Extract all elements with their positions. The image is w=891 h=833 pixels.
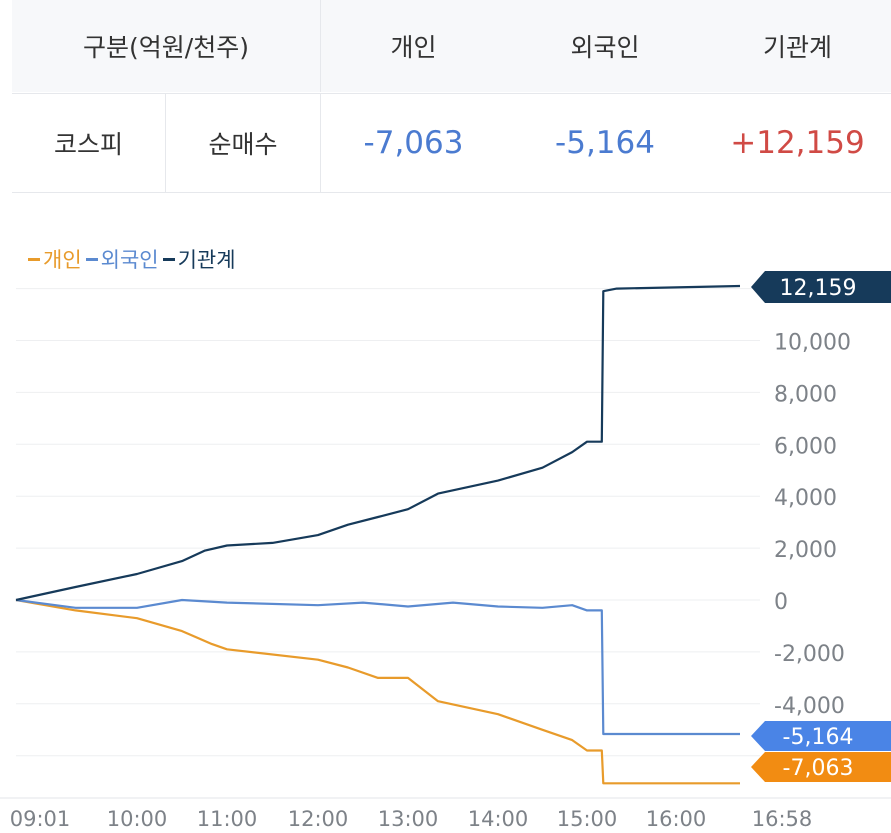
end-value-tag-shape <box>751 271 891 303</box>
legend-swatch-icon <box>162 257 175 261</box>
table-header-row: 구분(억원/천주) 개인 외국인 기관계 <box>12 0 891 92</box>
end-value-label: -7,063 <box>783 756 854 781</box>
legend-item-institution: 기관계 <box>162 244 236 274</box>
legend-item-individual: 개인 <box>28 244 82 274</box>
investor-summary-table: 구분(억원/천주) 개인 외국인 기관계 코스피 순매수 -7,063 -5,1… <box>12 0 891 193</box>
legend-swatch-icon <box>85 257 98 261</box>
individual-net-value: -7,063 <box>363 125 464 161</box>
x-tick-label: 10:00 <box>107 807 168 831</box>
chart-legend: 개인 외국인 기관계 <box>28 244 240 274</box>
x-tick-label: 13:00 <box>378 807 439 831</box>
series-line-institution <box>15 284 741 602</box>
header-individual: 개인 <box>390 33 437 62</box>
y-tick-label: -4,000 <box>774 694 845 719</box>
legend-label: 개인 <box>43 248 82 272</box>
end-value-tag-individual: -7,063 <box>751 752 891 782</box>
trade-type: 순매수 <box>208 130 278 159</box>
x-tick-label: 14:00 <box>468 807 529 831</box>
end-value-tag-institution: 12,159 <box>751 271 891 303</box>
legend-label: 외국인 <box>100 248 159 272</box>
end-value-tag-shape <box>751 752 891 782</box>
table-row: 코스피 순매수 -7,063 -5,164 +12,159 <box>12 93 891 192</box>
legend-item-foreign: 외국인 <box>85 244 159 274</box>
x-tick-label: 12:00 <box>288 807 349 831</box>
legend-label: 기관계 <box>177 248 236 272</box>
x-tick-label: 11:00 <box>197 807 258 831</box>
end-value-tag-shape <box>751 721 891 751</box>
x-tick-label: 16:00 <box>646 807 707 831</box>
series-line-individual <box>15 598 740 785</box>
column-divider <box>320 94 321 192</box>
y-tick-label: -2,000 <box>774 642 845 667</box>
x-tick-label: 16:58 <box>752 807 813 831</box>
header-institution: 기관계 <box>762 33 832 62</box>
end-value-tag-foreign: -5,164 <box>751 721 891 751</box>
foreign-net-value: -5,164 <box>555 125 655 161</box>
y-tick-label: 4,000 <box>774 486 837 511</box>
series-line-foreign <box>15 598 740 736</box>
column-divider <box>320 0 321 92</box>
y-tick-label: 0 <box>774 590 788 615</box>
y-tick-label: 2,000 <box>774 538 837 563</box>
header-foreign: 외국인 <box>570 33 640 62</box>
end-value-label: 12,159 <box>780 276 857 301</box>
legend-swatch-icon <box>28 257 40 261</box>
y-tick-label: 10,000 <box>774 331 851 356</box>
x-tick-label: 15:00 <box>557 807 618 831</box>
x-tick-label: 09:01 <box>10 807 71 831</box>
end-value-label: -5,164 <box>783 725 854 750</box>
header-category: 구분(억원/천주) <box>83 33 249 62</box>
y-tick-label: 8,000 <box>774 382 837 407</box>
column-divider <box>165 94 166 192</box>
y-tick-label: 6,000 <box>774 434 837 459</box>
institution-net-value: +12,159 <box>730 125 865 161</box>
market-name: 코스피 <box>53 130 123 159</box>
